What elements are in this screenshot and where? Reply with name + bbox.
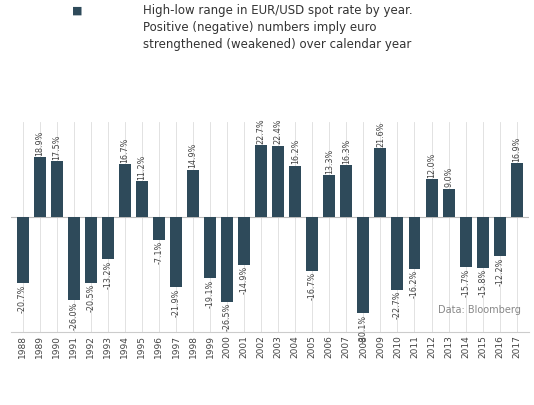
Bar [391,217,403,290]
Text: 16.9%: 16.9% [512,136,521,162]
Bar [51,161,62,217]
Text: -15.7%: -15.7% [461,269,470,297]
Text: -19.1%: -19.1% [206,279,215,308]
Text: -14.9%: -14.9% [240,266,249,294]
Text: 9.0%: 9.0% [444,167,453,187]
Bar [494,217,506,256]
Text: -26.5%: -26.5% [223,303,232,331]
Bar [102,217,114,259]
Text: 13.3%: 13.3% [325,148,334,173]
Text: -16.7%: -16.7% [308,272,317,300]
Bar [511,163,523,217]
Text: -22.7%: -22.7% [393,291,402,320]
Bar [204,217,216,278]
Text: 14.9%: 14.9% [189,143,198,168]
Bar [307,217,318,271]
Bar [136,181,148,217]
Bar [324,175,335,217]
Text: 16.3%: 16.3% [342,139,351,164]
Text: -15.8%: -15.8% [478,269,487,297]
Text: High-low range in EUR/USD spot rate by year.
Positive (negative) numbers imply e: High-low range in EUR/USD spot rate by y… [143,4,412,51]
Bar [221,217,233,302]
Bar [34,157,45,217]
Text: -21.9%: -21.9% [171,288,180,317]
Text: Data: Bloomberg: Data: Bloomberg [438,305,521,315]
Text: 18.9%: 18.9% [35,130,44,156]
Bar [187,170,199,217]
Text: -26.0%: -26.0% [69,301,78,330]
Bar [68,217,80,300]
Bar [409,217,420,269]
Bar [153,217,165,240]
Text: 17.5%: 17.5% [52,134,61,160]
Bar [443,188,454,217]
Bar [357,217,370,313]
Bar [289,166,301,217]
Text: -12.2%: -12.2% [495,258,504,286]
Bar [460,217,472,267]
Text: 12.0%: 12.0% [427,152,436,178]
Bar [477,217,489,268]
Bar [238,217,250,265]
Text: 16.2%: 16.2% [290,139,300,164]
Text: -7.1%: -7.1% [154,241,163,264]
Text: ■: ■ [72,6,83,16]
Text: 22.7%: 22.7% [257,118,265,143]
Text: -20.7%: -20.7% [18,285,27,313]
Text: -16.2%: -16.2% [410,270,419,298]
Bar [255,145,267,217]
Bar [119,164,131,217]
Bar [17,217,29,283]
Text: 21.6%: 21.6% [376,122,385,147]
Bar [170,217,182,287]
Bar [272,146,284,217]
Bar [340,165,352,217]
Bar [374,148,387,217]
Bar [85,217,97,283]
Text: 16.7%: 16.7% [120,137,129,163]
Text: 22.4%: 22.4% [274,119,282,145]
Text: -13.2%: -13.2% [103,261,112,289]
Bar [426,179,437,217]
Text: -30.1%: -30.1% [359,315,368,343]
Text: -20.5%: -20.5% [87,284,95,312]
Text: 11.2%: 11.2% [137,155,146,180]
